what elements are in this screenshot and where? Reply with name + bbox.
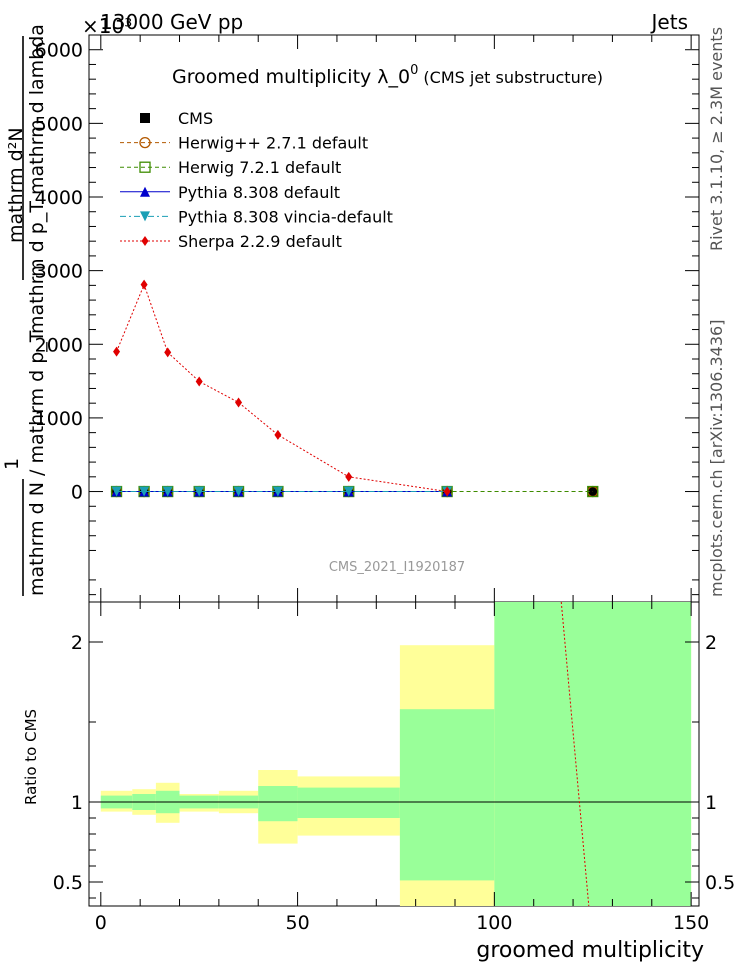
ratio-inner-band	[494, 602, 692, 906]
legend-marker	[139, 136, 151, 149]
ylabel-numerator: mathrm d²N	[5, 127, 27, 243]
series-point	[587, 485, 599, 498]
legend-label: Sherpa 2.2.9 default	[178, 232, 342, 251]
chart-title: Groomed multiplicity λ_00 (CMS jet substr…	[172, 63, 603, 88]
series-point	[272, 486, 283, 497]
ratio-y-tick-label-right: 2	[705, 632, 717, 654]
ratio-y-axis-label: Ratio to CMS	[22, 709, 40, 805]
legend-label: Herwig++ 2.7.1 default	[178, 134, 368, 153]
x-tick-label: 50	[285, 912, 309, 934]
series-point	[111, 486, 122, 497]
ratio-inner-band	[258, 786, 298, 822]
legend-marker	[140, 186, 150, 197]
series-point	[195, 376, 203, 387]
ratio-y-tick-label: 0.5	[53, 872, 83, 894]
y-tick-label: 0	[71, 482, 83, 504]
ratio-inner-band	[297, 787, 400, 818]
header-energy-label: 13000 GeV pp	[100, 10, 243, 34]
legend: CMS Herwig++ 2.7.1 default Herwig 7.2.1 de…	[120, 109, 393, 251]
legend-label: Pythia 8.308 vincia-default	[178, 207, 393, 226]
legend-label: Pythia 8.308 default	[178, 183, 340, 202]
ratio-plot-frame	[88, 601, 700, 907]
ratio-bands	[89, 601, 699, 907]
x-tick-label: 0	[95, 912, 107, 934]
legend-marker	[140, 113, 150, 123]
main-y-ticks: 0 1000 2000 3000 4000 5000 6000	[35, 34, 699, 602]
main-y-axis-label: mathrm d²N mathrm d p_T mathrm d lambda …	[1, 24, 48, 596]
legend-label: CMS	[178, 109, 213, 128]
y-tick-label: 3000	[35, 261, 83, 283]
main-series-group	[110, 279, 599, 498]
ylabel-denominator: mathrm d N / mathrm d p_T	[26, 330, 48, 596]
ratio-y-tick-label-right: 0.5	[705, 872, 735, 894]
x-tick-label: 100	[476, 912, 512, 934]
series-5	[113, 279, 451, 497]
series-point	[233, 486, 244, 497]
series-point	[140, 279, 148, 290]
ylabel-inner-denominator: mathrm d p_T mathrm d lambda	[26, 24, 48, 334]
x-axis-label: groomed multiplicity	[476, 938, 704, 963]
series-point	[113, 346, 121, 357]
y-tick-label: 2000	[35, 334, 83, 356]
series-point	[343, 486, 354, 497]
rivet-label: Rivet 3.1.10, ≥ 2.3M events	[707, 27, 726, 251]
ratio-y-tick-label: 1	[71, 792, 83, 814]
ratio-y-tick-label-right: 1	[705, 792, 717, 814]
sherpa-ratio-line	[560, 601, 590, 907]
legend-marker	[139, 161, 151, 173]
legend-marker	[141, 236, 149, 246]
series-point	[139, 486, 150, 497]
series-point	[443, 486, 451, 497]
series-point	[274, 429, 282, 440]
y-tick-label: 6000	[35, 40, 83, 62]
y-tick-label: 5000	[35, 113, 83, 135]
ratio-inner-band	[399, 709, 495, 881]
ylabel-prefix: 1	[1, 458, 23, 470]
series-point	[164, 347, 172, 358]
watermark: CMS_2021_I1920187	[329, 560, 465, 575]
y-tick-label: 1000	[35, 408, 83, 430]
series-point	[194, 486, 205, 497]
series-point	[235, 397, 243, 408]
legend-label: Herwig 7.2.1 default	[178, 158, 341, 177]
axis-exponent-label: ×10³	[82, 14, 132, 38]
legend-marker	[140, 211, 150, 222]
mcplots-label: mcplots.cern.ch [arXiv:1306.3436]	[707, 320, 726, 597]
header-jets-label: Jets	[650, 10, 688, 34]
chart-title-main: Groomed multiplicity λ_0	[172, 66, 410, 88]
series-line	[116, 283, 448, 493]
chart-title-sup: 0	[410, 63, 418, 78]
ratio-y-tick-label: 2	[71, 632, 83, 654]
series-point	[345, 471, 353, 482]
chart-title-paren: (CMS jet substructure)	[423, 68, 603, 87]
series-4	[111, 486, 453, 497]
x-tick-label: 150	[673, 912, 709, 934]
y-tick-label: 4000	[35, 187, 83, 209]
ratio-ticks: 0.5 0.5 1 1 2 2 0 50 100 150	[53, 602, 735, 934]
series-point	[162, 486, 173, 497]
